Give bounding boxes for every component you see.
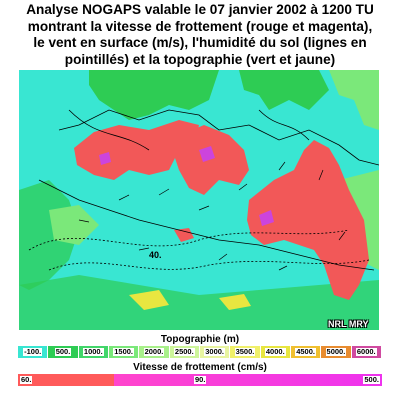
topo-yellow-patch [219, 294, 251, 310]
friction-scale-title: Vitesse de frottement (cm/s) [133, 362, 267, 373]
friction-magenta-1 [99, 152, 111, 165]
map-graphic: 40. [19, 70, 379, 330]
friction-red-band [18, 374, 114, 386]
coastline [58, 109, 379, 166]
topo-scale-segment: 2000. [139, 346, 170, 358]
topo-east [329, 70, 379, 130]
wind-barbs [78, 161, 346, 271]
topo-scale-tick: 2500. [173, 347, 195, 356]
title-line: pointillés) et la topographie (vert et j… [64, 51, 336, 67]
friction-red-west [74, 120, 199, 180]
friction-velocity-areas [74, 120, 369, 300]
friction-tick: 90. [194, 375, 207, 384]
contour-line [28, 229, 350, 251]
topo-scale-segment: 500. [48, 346, 79, 358]
friction-tick: 60. [20, 375, 33, 384]
topo-europe-north [89, 70, 219, 120]
topo-scale-segment: 1500. [108, 346, 140, 358]
friction-tick: 500. [363, 375, 380, 384]
topo-scale-tick: 1500. [113, 347, 135, 356]
topo-scale-segment: 4500. [290, 346, 322, 358]
topo-africa-south [19, 275, 379, 330]
map-title: Analyse NOGAPS valable le 07 janvier 200… [0, 2, 400, 68]
friction-magenta-2 [199, 146, 215, 162]
friction-magenta-band [114, 374, 382, 386]
title-line: montrant la vitesse de frottement (rouge… [27, 18, 373, 34]
topo-scale-tick: 3500. [234, 347, 256, 356]
topo-scale-tick: 1000. [82, 347, 104, 356]
friction-red-islet [174, 228, 194, 242]
topo-scale-tick: 500. [54, 347, 72, 356]
topo-scale-tick: 3000. [204, 347, 226, 356]
topo-scale-segment: 1000. [78, 346, 109, 358]
topo-yellow-patch [129, 290, 169, 310]
topo-scale-tick: 2000. [143, 347, 165, 356]
topo-scale-segment: 2500. [169, 346, 200, 358]
topo-scale-tick: -100. [23, 347, 43, 356]
topo-scale-segment: 3500. [230, 346, 261, 358]
friction-colorbar: 60. 90. 500. [18, 374, 382, 386]
topo-scale-tick: 5000. [325, 347, 347, 356]
topo-scale-segment: 4000. [260, 346, 291, 358]
coastline [38, 179, 375, 271]
friction-red-east [247, 140, 369, 300]
topo-scale-segment: 3000. [199, 346, 231, 358]
contour-label: 40. [149, 250, 162, 260]
contour-line [258, 109, 310, 141]
topo-scale-segment: 5000. [321, 346, 352, 358]
credit-label: NRL MRY [328, 319, 369, 329]
topo-scale-segment: -100. [18, 346, 49, 358]
topo-scale-segment: 6000. [351, 346, 382, 358]
topo-atlas-light [49, 205, 99, 245]
title-line: Analyse NOGAPS valable le 07 janvier 200… [26, 2, 374, 17]
topography-colorbar: -100. 500. 1000. 1500. 2000. 2500. 3000. 3500. 4… [18, 346, 382, 358]
contour-line [48, 259, 370, 271]
topo-scale-tick: 4500. [295, 347, 316, 356]
topo-scale-tick: 4000. [264, 347, 286, 356]
analysis-map: 40. [19, 70, 379, 330]
friction-magenta-3 [259, 210, 274, 226]
topography-scale-title: Topographie (m) [160, 334, 240, 345]
topo-scale-tick: 6000. [355, 347, 377, 356]
coastline-contours [28, 109, 379, 271]
topography-areas [19, 70, 379, 330]
title-line: le vent en surface (m/s), l'humidité du … [33, 35, 367, 50]
contour-line [68, 109, 150, 151]
topo-balkans [239, 70, 329, 110]
